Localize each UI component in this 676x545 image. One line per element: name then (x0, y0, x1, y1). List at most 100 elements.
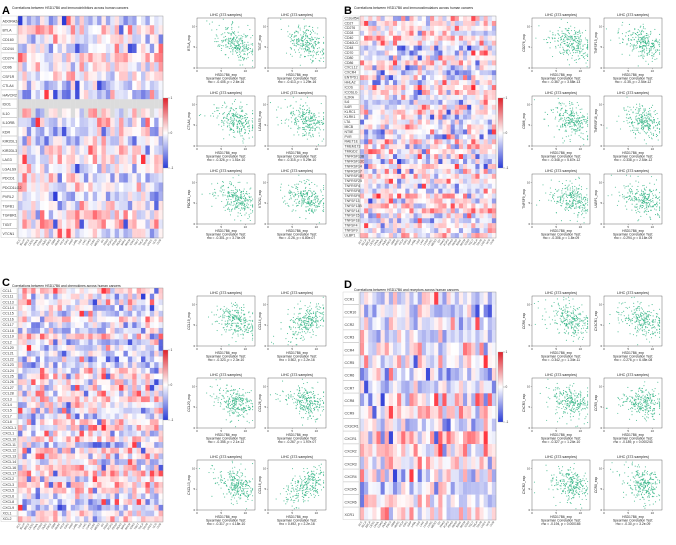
heatmap-cell (132, 229, 137, 238)
heatmap-cell (463, 194, 467, 199)
scatter-point (304, 135, 305, 136)
heatmap-cell (430, 120, 434, 125)
heatmap-cell (115, 127, 120, 136)
heatmap-cell (364, 134, 368, 139)
heatmap-cell (471, 203, 475, 208)
scatter-point (574, 118, 575, 119)
scatter-point (303, 105, 304, 106)
heatmap-cell (422, 189, 426, 194)
scatter-point (244, 44, 245, 45)
scatter-point (252, 130, 253, 131)
scatter-point (281, 123, 282, 124)
heatmap-cell (426, 154, 430, 159)
scatter-point (300, 193, 301, 194)
heatmap-cell (150, 72, 155, 81)
scatter-point (628, 39, 629, 40)
heatmap-cell (409, 208, 413, 213)
scatter-point (641, 34, 642, 35)
heatmap-cell (409, 31, 413, 36)
scatter-point (242, 141, 243, 142)
heatmap-cell (88, 118, 93, 127)
heatmap-cell (381, 120, 385, 125)
heatmap-cell (434, 105, 438, 110)
heatmap-cell (451, 75, 455, 80)
heatmap-cell (434, 115, 438, 120)
scatter-point (242, 64, 243, 65)
x-tick-label: 10 (315, 225, 319, 229)
scatter-point (322, 124, 323, 125)
scatter-point (618, 30, 619, 31)
scatter-point (639, 34, 640, 35)
heatmap-cell (442, 213, 446, 218)
scatter-point (288, 185, 289, 186)
heatmap-cell (101, 173, 106, 182)
scatter-point (579, 31, 580, 32)
scatter-point (305, 206, 306, 207)
heatmap-cell (18, 44, 23, 53)
scatter-point (639, 45, 640, 46)
heatmap-cell (22, 183, 27, 192)
scatter-point (228, 43, 229, 44)
heatmap-cell (389, 65, 393, 70)
heatmap-cell (393, 65, 397, 70)
row-label: PVRL2 (3, 195, 14, 199)
scatter-point (247, 49, 248, 50)
heatmap-cell (150, 44, 155, 53)
heatmap-cell (492, 169, 496, 174)
scatter-point (291, 117, 292, 118)
scatter-point (227, 209, 228, 210)
scatter-point (232, 120, 233, 121)
heatmap-cell (44, 183, 49, 192)
heatmap-cell (475, 75, 479, 80)
heatmap-cell (475, 41, 479, 46)
heatmap-cell (123, 53, 128, 62)
heatmap-cell (484, 208, 488, 213)
heatmap-cell (44, 109, 49, 118)
scatter-point (310, 55, 311, 56)
heatmap-cell (475, 169, 479, 174)
heatmap-cell (480, 213, 484, 218)
scatter-point (575, 32, 576, 33)
heatmap-cell (389, 51, 393, 56)
heatmap-cell (360, 80, 364, 85)
scatter-point (557, 33, 558, 34)
heatmap-cell (488, 95, 492, 100)
heatmap-cell (36, 109, 41, 118)
scatter-point (574, 39, 575, 40)
heatmap-cell (409, 139, 413, 144)
heatmap-cell (418, 134, 422, 139)
scatter-point (587, 54, 588, 55)
scatter-point (569, 39, 570, 40)
heatmap-cell (376, 174, 380, 179)
heatmap-cell (422, 90, 426, 95)
heatmap-cell (434, 144, 438, 149)
scatter-point (308, 38, 309, 39)
heatmap-cell (438, 129, 442, 134)
scatter-point (622, 22, 623, 23)
heatmap-cell (422, 46, 426, 51)
scatter-point (323, 207, 324, 208)
scatter-point (240, 202, 241, 203)
heatmap-cell (447, 90, 451, 95)
scatter-point (216, 34, 217, 35)
scatter-point (306, 110, 307, 111)
scatter-point (632, 34, 633, 35)
scatter-point (229, 209, 230, 210)
scatter-point (579, 121, 580, 122)
heatmap-cell (36, 127, 41, 136)
heatmap-cell (442, 223, 446, 228)
scatter-point (305, 129, 306, 130)
heatmap-cell (93, 201, 98, 210)
scatter-point (314, 211, 315, 212)
scatter-point (241, 215, 242, 216)
heatmap-cell (438, 223, 442, 228)
heatmap-cell (376, 149, 380, 154)
heatmap-cell (484, 223, 488, 228)
heatmap-cell (376, 189, 380, 194)
heatmap-cell (18, 25, 23, 34)
heatmap-cell (442, 105, 446, 110)
heatmap-cell (376, 115, 380, 120)
heatmap-cell (409, 65, 413, 70)
scatter-point (241, 107, 242, 108)
scatter-point (296, 124, 297, 125)
